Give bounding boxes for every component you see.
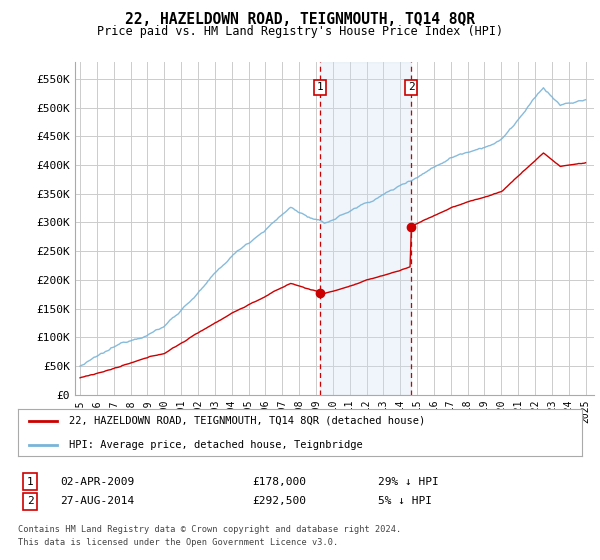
Text: £292,500: £292,500 bbox=[252, 496, 306, 506]
Text: 02-APR-2009: 02-APR-2009 bbox=[60, 477, 134, 487]
Text: This data is licensed under the Open Government Licence v3.0.: This data is licensed under the Open Gov… bbox=[18, 538, 338, 547]
Text: 5% ↓ HPI: 5% ↓ HPI bbox=[378, 496, 432, 506]
Text: 22, HAZELDOWN ROAD, TEIGNMOUTH, TQ14 8QR: 22, HAZELDOWN ROAD, TEIGNMOUTH, TQ14 8QR bbox=[125, 12, 475, 27]
Text: 22, HAZELDOWN ROAD, TEIGNMOUTH, TQ14 8QR (detached house): 22, HAZELDOWN ROAD, TEIGNMOUTH, TQ14 8QR… bbox=[69, 416, 425, 426]
Text: 29% ↓ HPI: 29% ↓ HPI bbox=[378, 477, 439, 487]
Bar bbox=[320, 62, 411, 395]
Text: 1: 1 bbox=[26, 477, 34, 487]
Text: 2: 2 bbox=[26, 496, 34, 506]
Text: Contains HM Land Registry data © Crown copyright and database right 2024.: Contains HM Land Registry data © Crown c… bbox=[18, 525, 401, 534]
Text: 2: 2 bbox=[408, 82, 415, 92]
Text: 27-AUG-2014: 27-AUG-2014 bbox=[60, 496, 134, 506]
Text: 1: 1 bbox=[317, 82, 323, 92]
Text: £178,000: £178,000 bbox=[252, 477, 306, 487]
Text: HPI: Average price, detached house, Teignbridge: HPI: Average price, detached house, Teig… bbox=[69, 440, 362, 450]
Text: Price paid vs. HM Land Registry's House Price Index (HPI): Price paid vs. HM Land Registry's House … bbox=[97, 25, 503, 38]
